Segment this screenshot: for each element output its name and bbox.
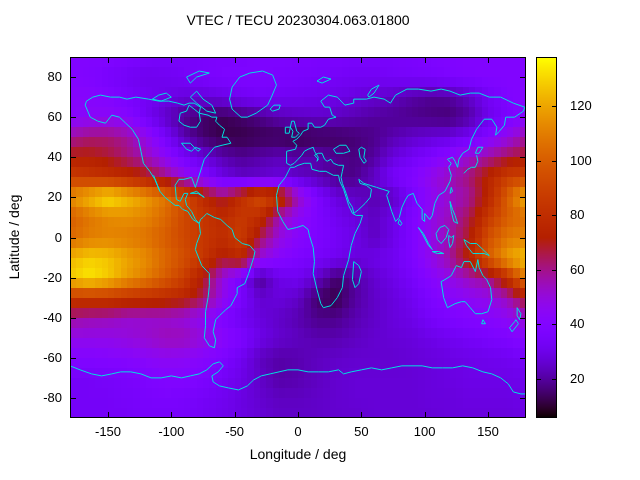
y-tick-label: 0 <box>54 229 62 245</box>
y-tick-label: -60 <box>43 349 62 365</box>
y-tick-label: -40 <box>43 309 62 325</box>
y-tick-label: 80 <box>47 69 62 85</box>
colorbar-tick-label: 80 <box>570 207 585 223</box>
x-tick-label: -50 <box>225 424 245 439</box>
y-tick-label: 60 <box>47 109 62 125</box>
y-tick-label: 20 <box>47 189 62 205</box>
colorbar-tick-label: 60 <box>570 261 585 277</box>
x-tick-label: 100 <box>413 424 436 439</box>
chart-title: VTEC / TECU 20230304.063.01800 <box>186 12 410 28</box>
colorbar-tick-label: 100 <box>570 152 592 168</box>
y-tick-label: -80 <box>43 389 62 405</box>
colorbar-tick-label: 20 <box>570 370 585 386</box>
y-tick-label: 40 <box>47 149 62 165</box>
x-tick-label: -150 <box>94 424 122 439</box>
x-axis-label: Longitude / deg <box>249 446 347 462</box>
x-tick-label: 150 <box>477 424 499 439</box>
colorbar-canvas <box>536 57 557 418</box>
x-tick-label: -100 <box>158 424 185 439</box>
x-tick-label: 50 <box>354 424 369 439</box>
heatmap-canvas <box>70 57 526 418</box>
y-tick-label: -20 <box>43 269 62 285</box>
colorbar-tick-label: 120 <box>570 98 592 114</box>
colorbar-tick-label: 40 <box>570 316 585 332</box>
x-tick-label: 0 <box>294 424 302 439</box>
